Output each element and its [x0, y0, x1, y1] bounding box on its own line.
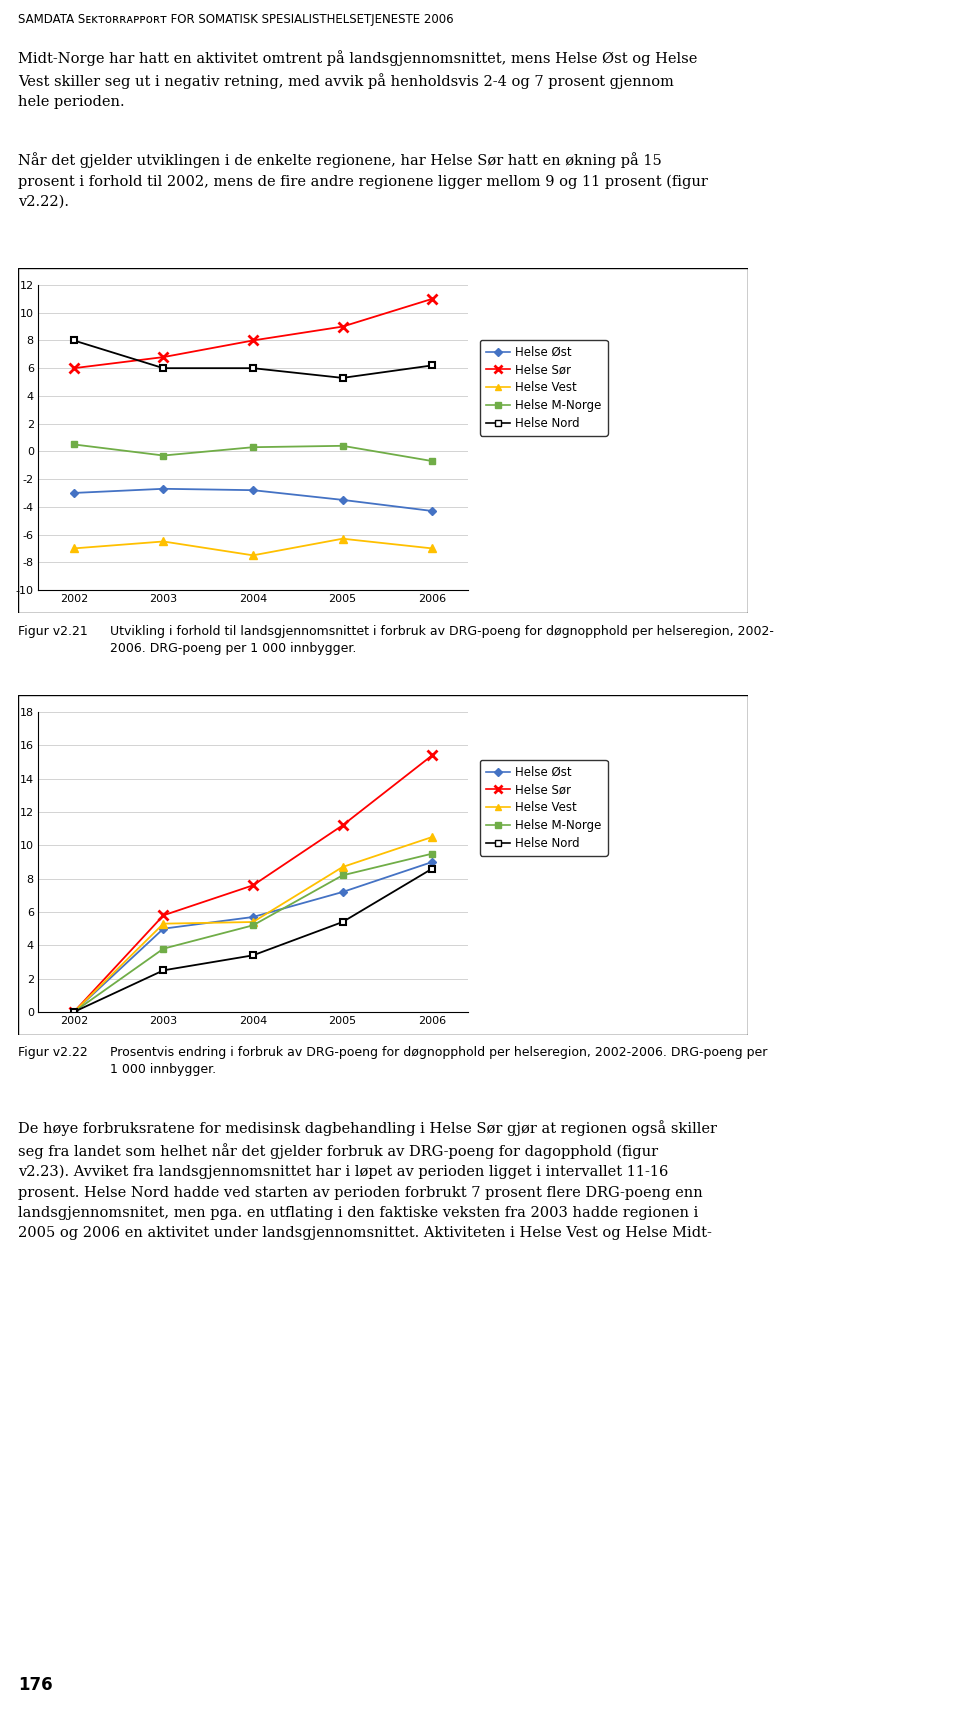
Text: SAMDATA Sᴇᴋᴛᴏʀʀᴀᴘᴘᴏʀᴛ FOR SOMATISK SPESIALISTHELSETJENESTE 2006: SAMDATA Sᴇᴋᴛᴏʀʀᴀᴘᴘᴏʀᴛ FOR SOMATISK SPESI… [18, 12, 454, 26]
FancyBboxPatch shape [18, 695, 748, 1035]
Legend: Helse Øst, Helse Sør, Helse Vest, Helse M-Norge, Helse Nord: Helse Øst, Helse Sør, Helse Vest, Helse … [480, 340, 608, 436]
Legend: Helse Øst, Helse Sør, Helse Vest, Helse M-Norge, Helse Nord: Helse Øst, Helse Sør, Helse Vest, Helse … [480, 761, 608, 855]
FancyBboxPatch shape [18, 268, 748, 613]
Text: Figur v2.22: Figur v2.22 [18, 1046, 87, 1059]
Text: Utvikling i forhold til landsgjennomsnittet i forbruk av DRG-poeng for døgnoppho: Utvikling i forhold til landsgjennomsnit… [110, 625, 774, 654]
Text: De høye forbruksratene for medisinsk dagbehandling i Helse Sør gjør at regionen : De høye forbruksratene for medisinsk dag… [18, 1119, 717, 1240]
Text: Figur v2.21: Figur v2.21 [18, 625, 87, 639]
Text: Midt-Norge har hatt en aktivitet omtrent på landsgjennomsnittet, mens Helse Øst : Midt-Norge har hatt en aktivitet omtrent… [18, 50, 697, 108]
Text: 176: 176 [18, 1676, 53, 1695]
Text: Prosentvis endring i forbruk av DRG-poeng for døgnopphold per helseregion, 2002-: Prosentvis endring i forbruk av DRG-poen… [110, 1046, 767, 1077]
Text: Når det gjelder utviklingen i de enkelte regionene, har Helse Sør hatt en økning: Når det gjelder utviklingen i de enkelte… [18, 153, 708, 208]
